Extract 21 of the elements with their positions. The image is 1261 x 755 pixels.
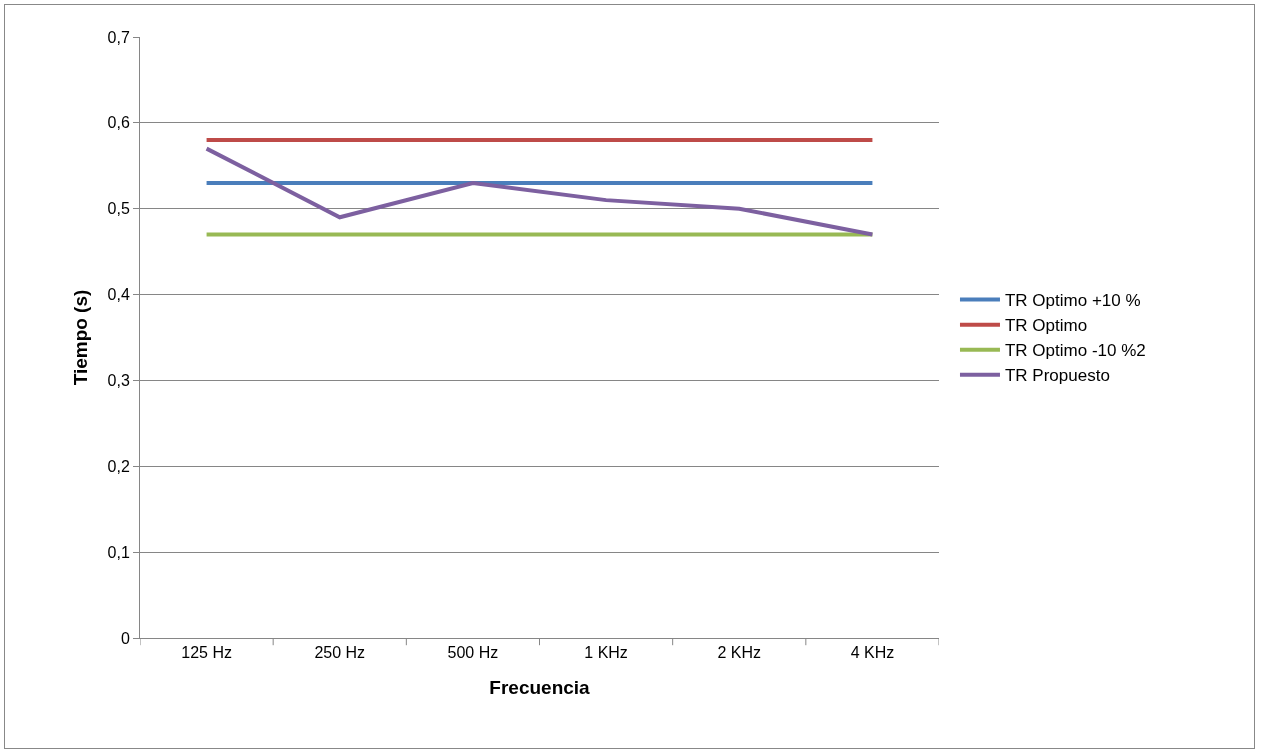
x-tick-label: 125 Hz (181, 644, 232, 662)
x-tick-label: 1 KHz (584, 644, 628, 662)
x-tick-label: 250 Hz (314, 644, 366, 662)
legend-label: TR Optimo +10 % (1004, 291, 1141, 311)
x-tick-label: 4 KHz (850, 644, 895, 662)
y-tick-label: 0,5 (107, 200, 130, 218)
y-tick-label: 0,6 (107, 114, 130, 132)
y-tick-label: 0,4 (107, 286, 130, 304)
y-tick-label: 0,2 (107, 457, 130, 475)
legend-label: TR Optimo (1004, 316, 1088, 336)
x-tick-label: 2 KHz (717, 644, 762, 662)
x-axis-title: Frecuencia (489, 677, 591, 698)
y-tick-label: 0,7 (107, 28, 130, 46)
legend-label: TR Optimo -10 %2 (1004, 341, 1146, 361)
y-tick-label: 0,3 (107, 372, 130, 390)
y-axis-title: Tiempo (s) (70, 289, 92, 386)
x-tick-label: 500 Hz (447, 644, 499, 662)
legend-label: TR Propuesto (1004, 366, 1110, 386)
y-tick-label: 0 (120, 629, 130, 647)
y-tick-label: 0,1 (107, 543, 130, 561)
line-series (204, 146, 875, 237)
